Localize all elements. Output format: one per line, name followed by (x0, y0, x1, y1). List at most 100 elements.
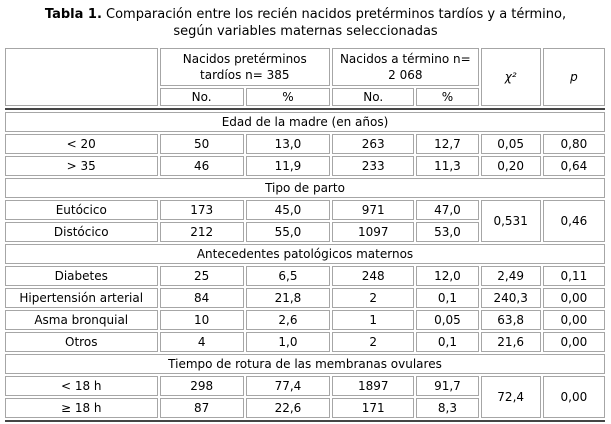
row-label: Diabetes (5, 266, 158, 287)
table-row: Hipertensión arterial 84 21,8 2 0,1 240,… (5, 288, 605, 309)
value-cell: 4 (159, 332, 244, 353)
corner-cell (5, 48, 158, 107)
value-cell: 1897 (332, 376, 415, 397)
p-cell: 0,00 (542, 310, 605, 331)
row-label: > 35 (5, 156, 158, 177)
section-header: Tiempo de rotura de las membranas ovular… (5, 354, 605, 375)
row-label: Otros (5, 332, 158, 353)
value-cell: 45,0 (245, 200, 331, 221)
row-label: ≥ 18 h (5, 398, 158, 419)
p-cell: 0,80 (542, 134, 605, 155)
table-row: Distócico 212 55,0 1097 53,0 (5, 222, 605, 243)
value-cell: 173 (159, 200, 244, 221)
caption-line-1: Tabla 1. Comparación entre los recién na… (0, 7, 611, 24)
table-row: Otros 4 1,0 2 0,1 21,6 0,00 (5, 332, 605, 353)
count-header: No. (332, 88, 415, 107)
value-cell: 212 (159, 222, 244, 243)
table-caption: Tabla 1. Comparación entre los recién na… (0, 0, 611, 40)
row-label: < 20 (5, 134, 158, 155)
value-cell: 2 (332, 288, 415, 309)
value-cell: 10 (159, 310, 244, 331)
chi-square-cell: 63,8 (480, 310, 541, 331)
table-row: Asma bronquial 10 2,6 1 0,05 63,8 0,00 (5, 310, 605, 331)
row-label: Hipertensión arterial (5, 288, 158, 309)
caption-table-number: Tabla 1. (44, 7, 102, 22)
row-label: Distócico (5, 222, 158, 243)
row-label: Eutócico (5, 200, 158, 221)
p-cell: 0,11 (542, 266, 605, 287)
value-cell: 971 (332, 200, 415, 221)
value-cell: 53,0 (416, 222, 479, 243)
value-cell: 2 (332, 332, 415, 353)
merged-p-cell: 0,00 (542, 376, 605, 419)
value-cell: 84 (159, 288, 244, 309)
section-header: Antecedentes patológicos maternos (5, 244, 605, 265)
value-cell: 2,6 (245, 310, 331, 331)
value-cell: 13,0 (245, 134, 331, 155)
p-header: p (542, 48, 605, 107)
merged-chi-square-cell: 72,4 (480, 376, 541, 419)
value-cell: 0,1 (416, 288, 479, 309)
group-header-term: Nacidos a término n= 2 068 (332, 48, 479, 87)
table-row: < 20 50 13,0 263 12,7 0,05 0,80 (5, 134, 605, 155)
value-cell: 22,6 (245, 398, 331, 419)
section-header: Tipo de parto (5, 178, 605, 199)
value-cell: 1 (332, 310, 415, 331)
sub-header-row: No. % No. % (5, 88, 605, 107)
value-cell: 171 (332, 398, 415, 419)
caption-text: Comparación entre los recién nacidos pre… (101, 7, 567, 22)
group-header-row: Nacidos pretérminos tardíos n= 385 Nacid… (5, 48, 605, 107)
value-cell: 25 (159, 266, 244, 287)
value-cell: 47,0 (416, 200, 479, 221)
value-cell: 55,0 (245, 222, 331, 243)
chi-square-header: χ² (480, 48, 541, 107)
table-row: Diabetes 25 6,5 248 12,0 2,49 0,11 (5, 266, 605, 287)
value-cell: 0,1 (416, 332, 479, 353)
value-cell: 298 (159, 376, 244, 397)
merged-chi-square-cell: 0,531 (480, 200, 541, 243)
chi-square-cell: 240,3 (480, 288, 541, 309)
value-cell: 248 (332, 266, 415, 287)
header-divider (5, 108, 605, 111)
chi-square-cell: 2,49 (480, 266, 541, 287)
value-cell: 12,7 (416, 134, 479, 155)
bottom-divider (5, 420, 605, 423)
section-row: Antecedentes patológicos maternos (5, 244, 605, 265)
table-row: > 35 46 11,9 233 11,3 0,20 0,64 (5, 156, 605, 177)
value-cell: 91,7 (416, 376, 479, 397)
percent-header: % (245, 88, 331, 107)
value-cell: 87 (159, 398, 244, 419)
p-cell: 0,64 (542, 156, 605, 177)
row-label: Asma bronquial (5, 310, 158, 331)
chi-square-cell: 21,6 (480, 332, 541, 353)
table-row: Eutócico 173 45,0 971 47,0 0,531 0,46 (5, 200, 605, 243)
bottom-divider-line (5, 420, 605, 423)
caption-line-2: según variables maternas seleccionadas (173, 23, 438, 39)
value-cell: 11,9 (245, 156, 331, 177)
count-header: No. (159, 88, 244, 107)
percent-header: % (416, 88, 479, 107)
header-divider-line (5, 108, 605, 111)
value-cell: 8,3 (416, 398, 479, 419)
value-cell: 6,5 (245, 266, 331, 287)
value-cell: 0,05 (416, 310, 479, 331)
section-row: Tipo de parto (5, 178, 605, 199)
value-cell: 263 (332, 134, 415, 155)
value-cell: 233 (332, 156, 415, 177)
row-label: < 18 h (5, 376, 158, 397)
section-row: Edad de la madre (en años) (5, 112, 605, 133)
value-cell: 1,0 (245, 332, 331, 353)
value-cell: 1097 (332, 222, 415, 243)
value-cell: 21,8 (245, 288, 331, 309)
section-row: Tiempo de rotura de las membranas ovular… (5, 354, 605, 375)
comparison-table: Nacidos pretérminos tardíos n= 385 Nacid… (3, 46, 607, 424)
value-cell: 77,4 (245, 376, 331, 397)
value-cell: 11,3 (416, 156, 479, 177)
merged-p-cell: 0,46 (542, 200, 605, 243)
value-cell: 46 (159, 156, 244, 177)
value-cell: 12,0 (416, 266, 479, 287)
value-cell: 50 (159, 134, 244, 155)
p-cell: 0,00 (542, 288, 605, 309)
chi-square-cell: 0,20 (480, 156, 541, 177)
table-row: < 18 h 298 77,4 1897 91,7 72,4 0,00 (5, 376, 605, 419)
